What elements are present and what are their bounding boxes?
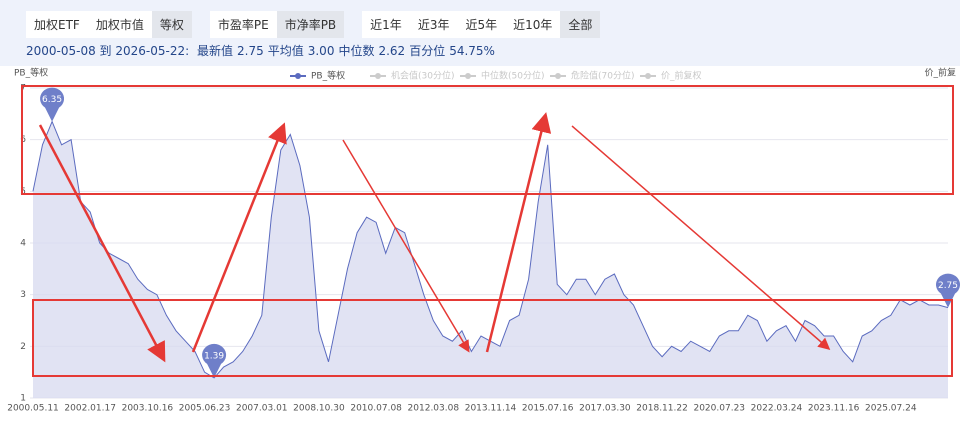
x-tick-label: 2023.11.16 — [808, 404, 860, 414]
button-group: 近1年 近3年 近5年 近10年 全部 — [362, 11, 601, 38]
y-tick-label: 2 — [20, 342, 26, 352]
legend-dot — [465, 73, 471, 79]
stat-label: 最新值 — [196, 44, 233, 58]
legend-label[interactable]: 危险值(70分位) — [571, 70, 634, 82]
x-tick-label: 2018.11.22 — [636, 404, 688, 414]
pin-label: 6.35 — [42, 95, 62, 105]
legend-label[interactable]: PB_等权 — [311, 70, 345, 82]
toggle-button[interactable]: 市净率PB — [276, 11, 345, 38]
area — [33, 121, 948, 398]
stat-value: 2.62 — [378, 44, 406, 58]
legend-label[interactable]: 中位数(50分位) — [481, 70, 544, 82]
legend-dot — [555, 73, 561, 79]
button-bar: 加权ETF 加权市值 等权 市盈率PE 市净率PB 近1年 近3年 近5年 近10年 全部 — [26, 11, 601, 38]
x-tick-label: 2008.10.30 — [293, 404, 345, 414]
toggle-button[interactable]: 全部 — [560, 11, 601, 38]
toggle-button[interactable]: 市盈率PE — [217, 18, 269, 32]
y-tick-label: 1 — [20, 394, 26, 404]
y-tick-label: 3 — [20, 290, 26, 300]
stat-value: 54.75% — [449, 44, 495, 58]
x-tick-label: 2012.03.08 — [408, 404, 460, 414]
legend-dot — [295, 73, 301, 79]
x-tick-label: 2007.03.01 — [236, 404, 288, 414]
x-tick-label: 2015.07.16 — [522, 404, 574, 414]
stat-value: 3.00 — [307, 44, 335, 58]
highlight-box — [21, 85, 954, 195]
pin-marker — [936, 273, 960, 308]
pin-marker — [202, 343, 227, 378]
range: 2000-05-08 到 2026-05-22: — [26, 44, 190, 58]
x-tick-label: 2005.06.23 — [179, 404, 231, 414]
y-tick-label: 4 — [20, 239, 26, 249]
x-tick-label: 2025.07.24 — [865, 404, 917, 414]
x-tick-label: 2020.07.23 — [693, 404, 745, 414]
toggle-button[interactable]: 近10年 — [513, 18, 553, 32]
stat-label: 百分位 — [409, 44, 446, 58]
stat-value: 2.75 — [237, 44, 264, 58]
arrow — [191, 122, 287, 353]
legend-label[interactable]: 价_前复权 — [661, 70, 702, 82]
toggle-button[interactable]: 近5年 — [465, 18, 498, 32]
x-tick-label: 2013.11.14 — [465, 404, 517, 414]
stat-label: 平均值 — [267, 44, 304, 58]
y-tick-label: 5 — [20, 187, 26, 197]
x-tick-label: 2017.03.30 — [579, 404, 631, 414]
legend-dot — [645, 73, 651, 79]
legend-label[interactable]: 机会值(30分位) — [391, 70, 454, 82]
toggle-button[interactable]: 近3年 — [417, 18, 450, 32]
toggle-button[interactable]: 等权 — [151, 11, 192, 38]
pin-label: 1.39 — [204, 351, 224, 361]
toggle-button[interactable]: 近1年 — [370, 18, 402, 32]
x-tick-label: 2010.07.08 — [350, 404, 402, 414]
y-tick-label: 7 — [20, 84, 26, 94]
arrow — [485, 112, 552, 353]
arrow — [571, 125, 831, 350]
arrow — [38, 124, 166, 363]
button-group: 加权ETF 加权市值 等权 — [26, 11, 192, 38]
y-tick-label: 6 — [20, 135, 26, 145]
stat-label: 中位数 — [338, 44, 375, 58]
x-tick-label: 2022.03.24 — [751, 404, 803, 414]
annotations — [21, 85, 954, 377]
toggle-button[interactable]: 加权市值 — [95, 18, 144, 32]
pin-label: 2.75 — [938, 281, 958, 291]
y2-axis-label: 价_前复 — [924, 67, 956, 79]
x-tick-label: 2000.05.11 — [7, 404, 59, 414]
arrow — [342, 139, 470, 353]
highlight-box — [32, 299, 953, 377]
toggle-button[interactable]: 加权ETF — [34, 18, 80, 32]
button-group: 市盈率PE 市净率PB — [209, 11, 345, 38]
toolbar: 加权ETF 加权市值 等权 市盈率PE 市净率PB 近1年 近3年 近5年 近10年 全部 200… — [0, 0, 960, 66]
y-axis-label: PB_等权 — [14, 67, 48, 79]
pin-marker — [40, 87, 65, 122]
legend: PB_等权 机会值(30分位) 中位数(50分位) 危险值(70分位) 价_前复权 — [290, 70, 702, 82]
plot: 1 2 3 4 5 6 7 2000.05.11 2002.01.17 2003.10.16 200… — [7, 84, 960, 414]
summary: 2000-05-08 到 2026-05-22: 最新值 2.75 平均值 3.00 中… — [26, 42, 499, 59]
legend-dot — [375, 73, 381, 79]
x-tick-label: 2003.10.16 — [122, 404, 174, 414]
x-tick-label: 2002.01.17 — [64, 404, 116, 414]
